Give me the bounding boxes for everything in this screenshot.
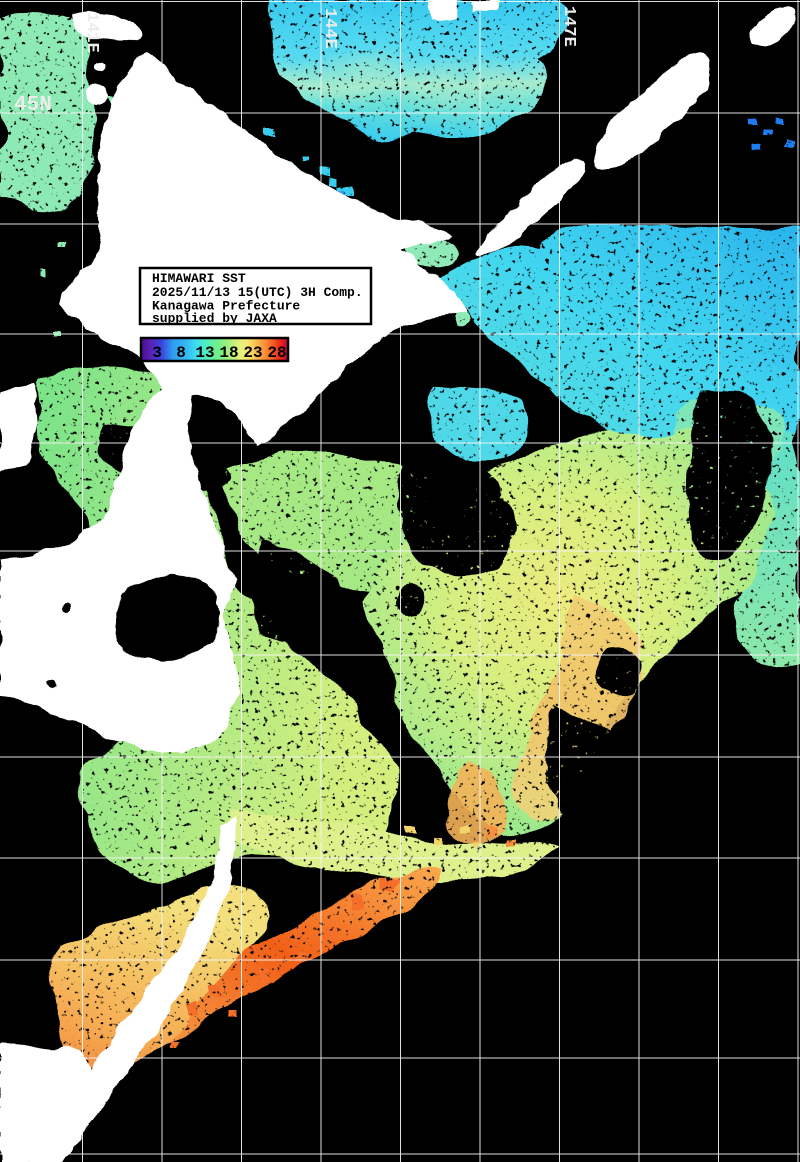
colorbar-tick-18: 18	[219, 344, 238, 362]
lon-label-141e: 141E	[82, 12, 101, 53]
colorbar-tick-3: 3	[152, 344, 162, 362]
land-rishiri-island	[86, 84, 108, 106]
grid-labels: 45N 141E 144E 147E	[14, 6, 578, 117]
land-honshu-corner	[0, 1043, 90, 1162]
sst-patch-topleft-mint	[0, 13, 94, 211]
sst-speckles-yellow	[408, 818, 476, 844]
land-etorofu	[594, 53, 713, 170]
sst-patch-yellow-band	[228, 812, 561, 886]
land-top-edge-bits	[428, 0, 500, 20]
land-hokkaido	[0, 52, 470, 755]
legend-box: HIMAWARI SST 2025/11/13 15(UTC) 3H Comp.…	[138, 266, 373, 326]
sst-speckles-orange	[168, 822, 514, 1048]
land-kuril-ne	[751, 5, 797, 46]
lon-label-147e: 147E	[559, 6, 578, 47]
legend-line-2: 2025/11/13 15(UTC) 3H Comp.	[152, 285, 363, 300]
legend-box-frame	[138, 266, 373, 326]
sst-patch-cyan-lobe	[427, 383, 526, 468]
colorbar-tick-8: 8	[176, 344, 186, 362]
legend-line-4: supplied by JAXA	[152, 311, 277, 326]
land-kunashiri	[475, 157, 586, 258]
colorbar-tick-13: 13	[195, 344, 214, 362]
land-sakhalin-tip	[74, 13, 142, 43]
colorbar-gradient	[139, 336, 290, 363]
sst-patch-warm-tongue	[516, 595, 646, 819]
sst-patch-top-cyan	[268, 0, 571, 139]
land-west-margin	[0, 385, 38, 472]
colorbar-tick-23: 23	[243, 344, 262, 362]
land-rebun-island	[94, 61, 106, 71]
legend-line-3: Kanagawa Prefecture	[152, 299, 300, 314]
lon-label-144e: 144E	[320, 8, 339, 49]
sst-patch-orange-band	[146, 870, 440, 1042]
volcano-bay	[113, 575, 223, 661]
colorbar: 3 8 13 18 23 28	[139, 336, 290, 363]
colorbar-tick-28: 28	[267, 344, 286, 362]
lat-label-45n: 45N	[14, 94, 52, 117]
legend-line-1: HIMAWARI SST	[152, 271, 246, 286]
